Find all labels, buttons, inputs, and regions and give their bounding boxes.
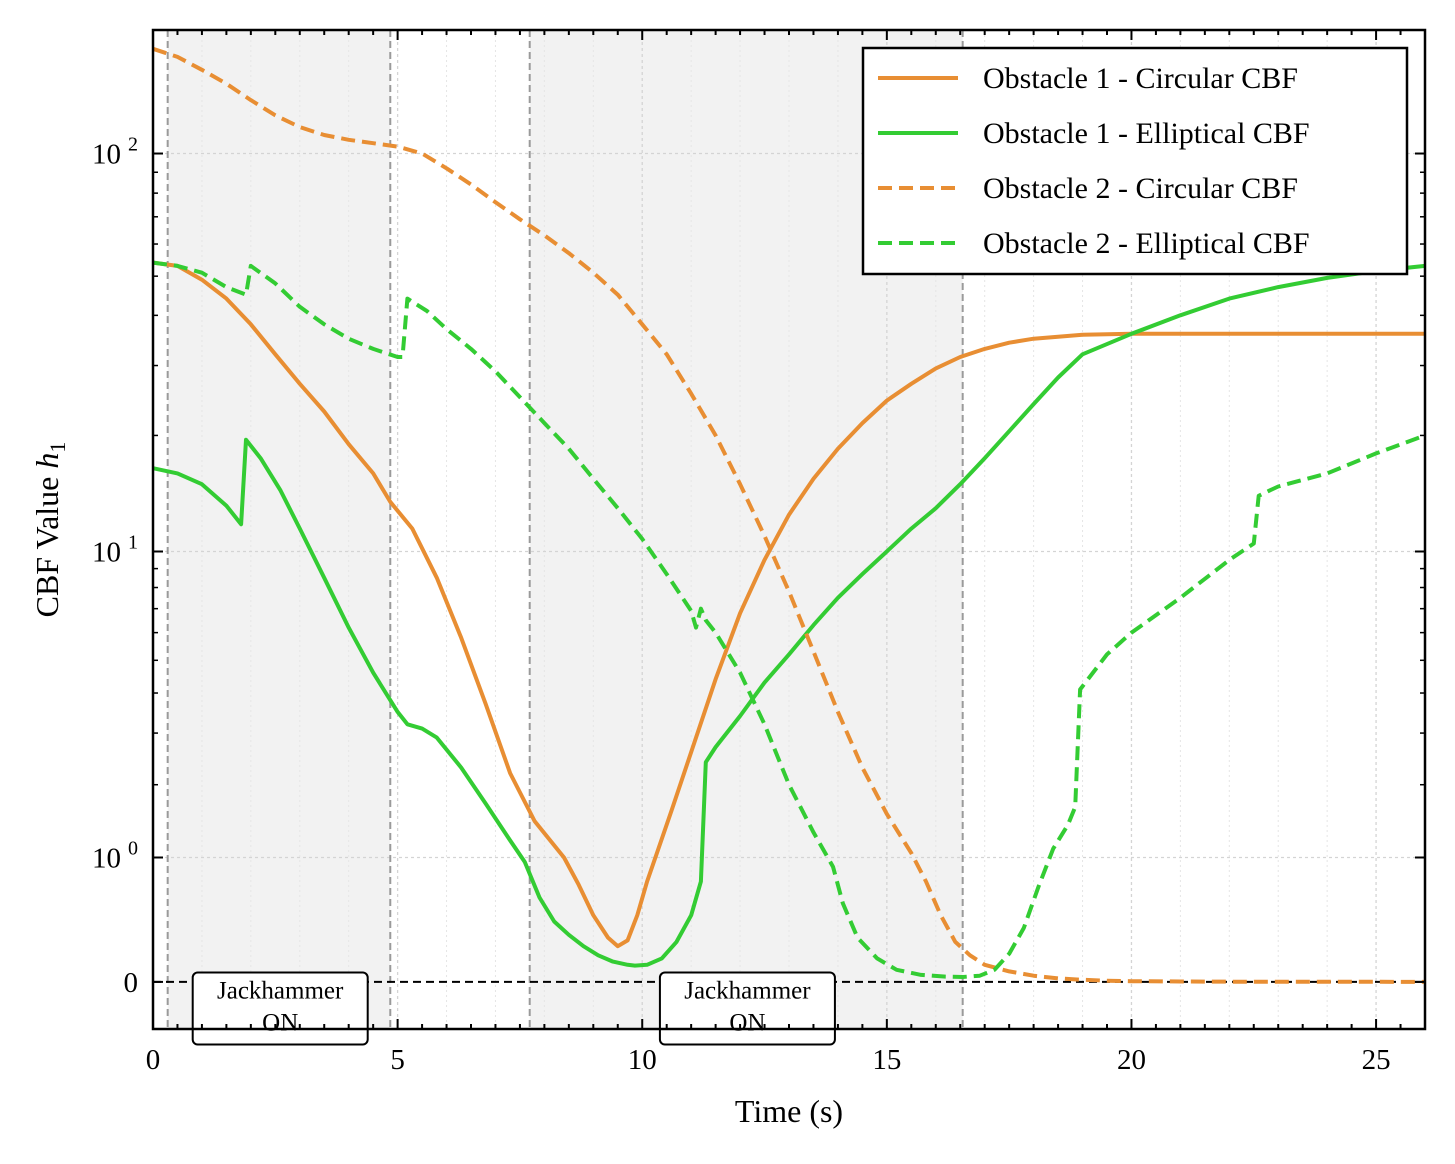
series-line-2 — [152, 263, 1426, 968]
y-tick-label: 10 — [92, 842, 121, 874]
y-axis-title: CBF Value h1 — [29, 442, 70, 618]
annotation-text: Jackhammer — [684, 978, 811, 1005]
x-tick-label: 25 — [1362, 1044, 1391, 1076]
legend-box — [861, 46, 1409, 276]
x-tick-label: 20 — [1117, 1044, 1146, 1076]
legend-entry-2: Obstacle 1 - Elliptical CBF — [983, 117, 1310, 150]
series-line-3 — [152, 46, 1426, 984]
axis-ticks: 0 5 10 15 20 25 0 10 0 10 1 10 2 — [92, 29, 1426, 1076]
legend-entry-3: Obstacle 2 - Circular CBF — [983, 172, 1298, 205]
y-tick-label-exponent: 0 — [128, 837, 138, 859]
shaded-regions — [167, 30, 963, 1029]
y-tick-label-exponent: 2 — [128, 134, 138, 156]
jackhammer-shaded-region-1 — [167, 30, 391, 1029]
x-tick-label: 10 — [628, 1044, 657, 1076]
series-line-4 — [152, 260, 1426, 979]
legend-entry-1: Obstacle 1 - Circular CBF — [983, 62, 1298, 95]
annotations: Jackhammer ON Jackhammer ON — [191, 971, 836, 1046]
legend-entry-4: Obstacle 2 - Elliptical CBF — [983, 227, 1310, 260]
annotation-text: ON — [262, 1010, 298, 1037]
legend: Obstacle 1 - Circular CBF Obstacle 1 - El… — [861, 46, 1409, 276]
y-tick-label: 0 — [124, 967, 139, 999]
x-tick-label: 5 — [390, 1044, 405, 1076]
annotation-text: ON — [729, 1010, 765, 1037]
series-lines — [152, 46, 1426, 984]
y-tick-label-exponent: 1 — [128, 532, 138, 554]
y-axis-title-subscript: 1 — [45, 442, 70, 453]
annotation-box-2 — [658, 971, 836, 1046]
y-tick-label: 10 — [92, 139, 121, 171]
y-tick-label: 10 — [92, 537, 121, 569]
annotation-text: Jackhammer — [217, 978, 344, 1005]
x-tick-label: 0 — [146, 1044, 161, 1076]
y-axis-title-symbol: h — [29, 453, 65, 469]
series-line-1 — [152, 260, 1425, 949]
y-axis-title-text: CBF Value — [29, 469, 65, 618]
x-axis-title: Time (s) — [735, 1093, 843, 1129]
x-tick-label: 15 — [872, 1044, 901, 1076]
